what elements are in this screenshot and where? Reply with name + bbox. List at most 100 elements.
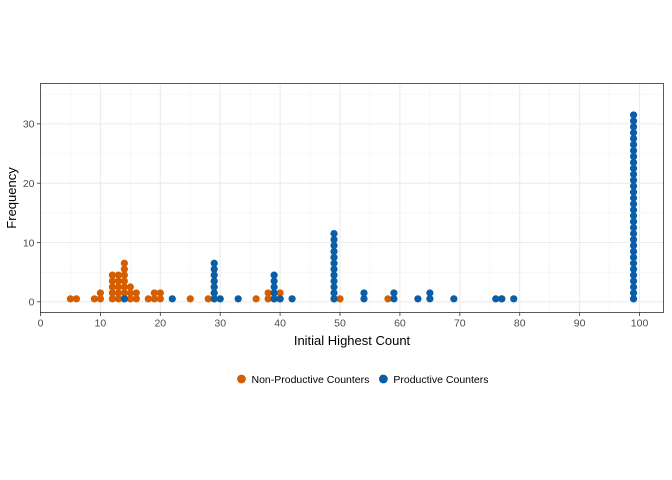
data-point bbox=[330, 265, 338, 273]
data-point bbox=[629, 170, 638, 178]
data-point bbox=[210, 295, 218, 303]
data-point bbox=[629, 129, 638, 137]
data-point bbox=[120, 259, 128, 267]
data-point bbox=[629, 135, 638, 143]
data-point bbox=[150, 295, 158, 303]
legend-label: Non-Productive Counters bbox=[251, 374, 369, 386]
y-tick-label: 0 bbox=[29, 297, 35, 309]
data-point bbox=[360, 295, 368, 303]
data-point bbox=[336, 295, 344, 303]
data-point bbox=[414, 295, 422, 303]
x-tick-label: 50 bbox=[334, 318, 346, 330]
x-tick-label: 60 bbox=[394, 318, 406, 330]
data-point bbox=[629, 158, 638, 167]
data-point bbox=[450, 295, 458, 303]
x-tick-label: 30 bbox=[214, 318, 226, 330]
y-axis-title: Frequency bbox=[4, 167, 19, 229]
data-point bbox=[120, 295, 128, 303]
x-tick-label: 90 bbox=[574, 318, 586, 330]
x-tick-label: 20 bbox=[154, 318, 166, 330]
x-tick-label: 0 bbox=[38, 318, 44, 330]
data-point bbox=[120, 271, 128, 279]
data-point bbox=[498, 295, 506, 303]
data-point bbox=[132, 295, 140, 303]
data-point bbox=[384, 295, 392, 303]
data-point bbox=[150, 289, 158, 297]
data-point bbox=[210, 271, 218, 279]
data-point bbox=[330, 259, 338, 267]
data-point bbox=[120, 283, 128, 291]
legend-label: Productive Counters bbox=[393, 374, 488, 386]
data-point bbox=[90, 295, 99, 303]
legend: Non-Productive Counters Productive Counte… bbox=[237, 374, 489, 386]
data-point bbox=[126, 289, 134, 297]
data-point bbox=[96, 295, 105, 303]
data-point bbox=[276, 295, 284, 303]
data-point bbox=[390, 289, 398, 297]
data-point bbox=[108, 277, 116, 285]
data-point bbox=[114, 295, 122, 303]
data-point bbox=[156, 295, 164, 303]
data-point bbox=[629, 200, 638, 208]
x-tick-label: 70 bbox=[454, 318, 466, 330]
data-point bbox=[270, 295, 278, 303]
data-point bbox=[629, 283, 638, 291]
data-point bbox=[629, 152, 638, 161]
data-point bbox=[216, 295, 224, 303]
data-point bbox=[210, 259, 218, 267]
data-point bbox=[629, 277, 638, 285]
data-point bbox=[120, 277, 128, 285]
data-point bbox=[66, 295, 75, 303]
y-tick-label: 30 bbox=[23, 119, 35, 131]
data-point bbox=[629, 164, 638, 172]
x-tick-label: 80 bbox=[514, 318, 526, 330]
data-point bbox=[108, 289, 116, 297]
data-point bbox=[629, 235, 638, 244]
data-point bbox=[629, 224, 638, 232]
data-point bbox=[234, 295, 242, 303]
x-axis: 0 10 20 30 40 50 60 70 80 90 100 bbox=[38, 312, 648, 330]
data-point bbox=[390, 295, 398, 303]
data-point bbox=[210, 277, 218, 285]
data-points bbox=[66, 111, 638, 303]
data-point bbox=[510, 295, 518, 303]
data-point bbox=[210, 265, 218, 273]
data-point bbox=[629, 194, 638, 202]
y-axis: 0 10 20 30 bbox=[23, 119, 41, 309]
data-point bbox=[629, 212, 638, 220]
legend-key-icon bbox=[378, 374, 388, 384]
data-point bbox=[629, 241, 638, 250]
data-point bbox=[492, 295, 500, 303]
data-point bbox=[108, 295, 116, 303]
data-point bbox=[629, 188, 638, 196]
data-point bbox=[629, 265, 638, 273]
data-point bbox=[270, 283, 278, 291]
data-point bbox=[186, 295, 194, 303]
data-point bbox=[72, 295, 81, 303]
data-point bbox=[629, 289, 638, 297]
data-point bbox=[629, 182, 638, 190]
data-point bbox=[288, 295, 296, 303]
data-point bbox=[330, 229, 338, 238]
data-point bbox=[330, 283, 338, 291]
x-tick-label: 40 bbox=[274, 318, 286, 330]
data-point bbox=[126, 295, 134, 303]
data-point bbox=[426, 295, 434, 303]
data-point bbox=[114, 289, 122, 297]
data-point bbox=[168, 295, 176, 303]
data-point bbox=[144, 295, 152, 303]
data-point bbox=[210, 283, 218, 291]
data-point bbox=[156, 289, 164, 297]
data-point bbox=[629, 229, 638, 238]
data-point bbox=[330, 235, 338, 244]
data-point bbox=[629, 206, 638, 214]
y-tick-label: 10 bbox=[23, 237, 35, 249]
data-point bbox=[330, 271, 338, 279]
data-point bbox=[629, 253, 638, 261]
data-point bbox=[252, 295, 260, 303]
data-point bbox=[629, 141, 638, 149]
data-point bbox=[330, 247, 338, 255]
data-point bbox=[132, 289, 140, 297]
data-point bbox=[629, 146, 638, 155]
